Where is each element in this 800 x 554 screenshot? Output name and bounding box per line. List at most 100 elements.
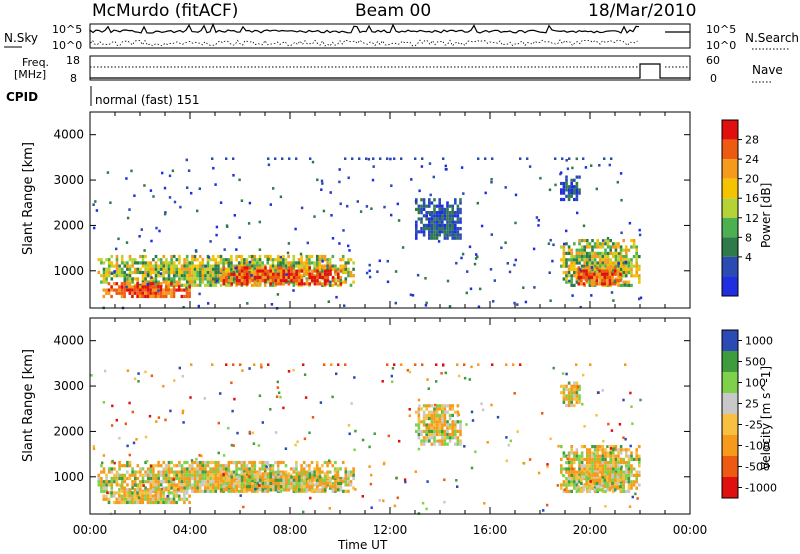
heatmap-cell (105, 267, 108, 271)
heatmap-cell (110, 470, 114, 474)
heatmap-cell (638, 454, 641, 458)
heatmap-cell (417, 207, 421, 211)
heatmap-cell (612, 457, 615, 461)
heatmap-cell (282, 488, 285, 492)
heatmap-cell (580, 478, 583, 482)
heatmap-cell (292, 269, 296, 273)
heatmap-cell (298, 269, 301, 273)
heatmap-cell (456, 211, 460, 215)
heatmap-cell (277, 275, 280, 280)
heatmap-cell (337, 275, 340, 280)
heatmap-cell (446, 236, 449, 240)
heatmap-cell (443, 436, 447, 440)
heatmap-cell (354, 488, 357, 491)
heatmap-cell (287, 370, 291, 373)
heatmap-cell (181, 374, 184, 378)
heatmap-cell (204, 277, 207, 281)
heatmap-cell (347, 267, 350, 271)
heatmap-cell (297, 470, 301, 474)
heatmap-cell (580, 461, 584, 465)
heatmap-cell (131, 500, 134, 505)
heatmap-cell (347, 480, 350, 484)
heatmap-cell (245, 264, 249, 268)
heatmap-cell (422, 198, 426, 202)
heatmap-cell (102, 267, 106, 271)
heatmap-cell (614, 261, 618, 265)
heatmap-cell (352, 274, 355, 278)
heatmap-cell (422, 410, 426, 414)
heatmap-cell (619, 478, 622, 482)
heatmap-cell (422, 230, 426, 234)
heatmap-cell (290, 481, 293, 486)
heatmap-cell (599, 245, 602, 249)
heatmap-cell (232, 277, 236, 281)
heatmap-cell (172, 261, 176, 265)
heatmap-cell (562, 251, 566, 255)
heatmap-cell (180, 486, 184, 490)
heatmap-cell (456, 436, 460, 440)
heatmap-cell (603, 272, 607, 276)
heatmap-cell (601, 389, 604, 392)
heatmap-cell (313, 267, 316, 271)
heatmap-cell (277, 475, 280, 479)
heatmap-cell (321, 488, 324, 492)
heatmap-cell (175, 283, 179, 287)
heatmap-cell (570, 264, 573, 268)
heatmap-cell (382, 462, 386, 466)
heatmap-cell (219, 473, 223, 477)
heatmap-cell (575, 477, 579, 481)
heatmap-cell (107, 291, 111, 295)
heatmap-cell (198, 270, 202, 275)
heatmap-cell (580, 267, 584, 271)
heatmap-cell (448, 407, 452, 411)
heatmap-cell (185, 486, 189, 490)
heatmap-cell (284, 264, 288, 268)
heatmap-cell (227, 467, 231, 471)
heatmap-cell (259, 481, 262, 486)
heatmap-cell (128, 488, 132, 492)
heatmap-cell (347, 470, 350, 474)
heatmap-cell (211, 258, 215, 262)
heatmap-cell (593, 275, 596, 280)
heatmap-cell (459, 423, 462, 427)
heatmap-cell (586, 255, 589, 259)
heatmap-cell (562, 454, 566, 458)
heatmap-cell (568, 279, 571, 283)
heatmap-cell (386, 157, 389, 160)
heatmap-cell (222, 270, 225, 275)
heatmap-cell (570, 261, 573, 265)
heatmap-cell (211, 264, 215, 268)
heatmap-cell (195, 457, 198, 461)
heatmap-cell (227, 267, 231, 271)
heatmap-cell (266, 269, 270, 273)
heatmap-cell (172, 270, 176, 275)
heatmap-cell (635, 258, 638, 262)
heatmap-cell (379, 157, 382, 160)
heatmap-cell (600, 275, 604, 280)
heatmap-cell (638, 255, 641, 259)
heatmap-cell (336, 283, 340, 287)
heatmap-cell (105, 288, 108, 292)
heatmap-cell (162, 480, 166, 484)
heatmap-cell (284, 267, 288, 271)
heatmap-cell (454, 198, 457, 202)
heatmap-cell (328, 507, 331, 510)
heatmap-cell (115, 473, 119, 477)
heatmap-cell (433, 413, 436, 417)
heatmap-cell (300, 478, 304, 482)
heatmap-cell (344, 476, 348, 481)
heatmap-cell (441, 426, 444, 430)
heatmap-cell (428, 227, 431, 231)
heatmap-cell (157, 270, 160, 275)
heatmap-cell (230, 481, 233, 486)
heatmap-cell (425, 507, 428, 511)
heatmap-cell (227, 478, 231, 482)
heatmap-cell (131, 291, 134, 295)
heatmap-cell (304, 396, 308, 399)
heatmap-cell (454, 423, 457, 427)
heatmap-cell (295, 269, 298, 273)
heatmap-cell (129, 500, 132, 504)
heatmap-cell (172, 494, 176, 498)
heatmap-cell (433, 207, 436, 211)
heatmap-cell (120, 497, 124, 501)
